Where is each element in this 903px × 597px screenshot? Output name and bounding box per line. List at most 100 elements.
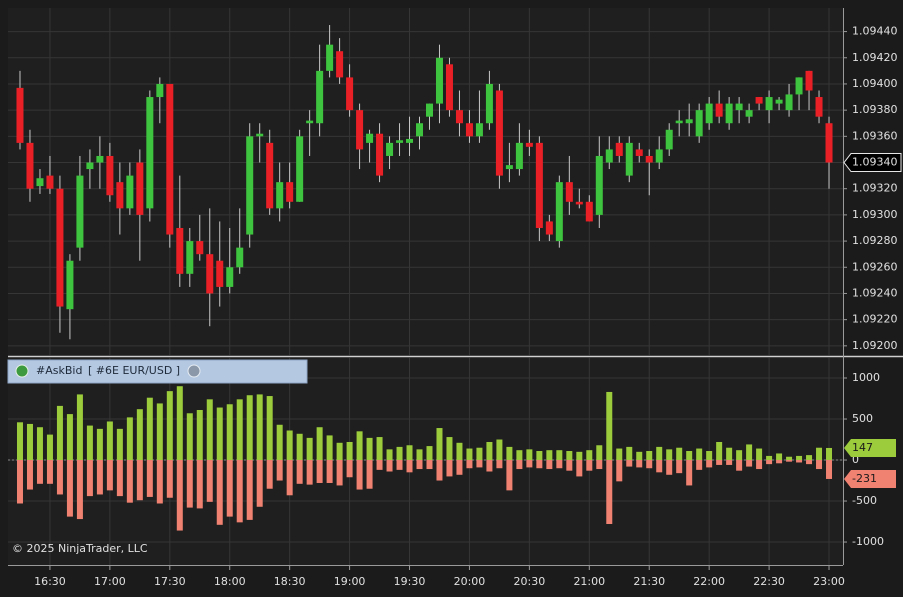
candle-body bbox=[76, 175, 84, 248]
histogram-bar bbox=[286, 430, 293, 461]
histogram-bar bbox=[216, 460, 223, 525]
histogram-bar bbox=[366, 460, 373, 489]
histogram-bar bbox=[406, 460, 413, 473]
histogram-bar bbox=[666, 460, 673, 475]
histogram-bar bbox=[566, 460, 573, 471]
x-tick-label: 23:00 bbox=[813, 575, 845, 588]
histogram-bar bbox=[576, 451, 583, 461]
candle-body bbox=[615, 142, 623, 156]
histogram-bar bbox=[676, 447, 683, 461]
histogram-bar bbox=[316, 427, 323, 461]
x-tick-label: 16:30 bbox=[34, 575, 66, 588]
histogram-bar bbox=[66, 414, 73, 461]
histogram-bar bbox=[156, 403, 163, 461]
histogram-bar bbox=[306, 460, 313, 485]
indicator-instrument: [ #6E EUR/USD ] bbox=[88, 364, 180, 377]
histogram-bar bbox=[246, 395, 253, 461]
histogram-bar bbox=[306, 437, 313, 461]
candle-body bbox=[406, 138, 414, 143]
candle-body bbox=[86, 162, 94, 170]
histogram-bar bbox=[486, 460, 493, 472]
histogram-bar bbox=[416, 460, 423, 470]
candle-body bbox=[635, 149, 643, 156]
candle-body bbox=[266, 142, 274, 209]
histogram-bar bbox=[166, 460, 173, 498]
y-tick-label: 1.09200 bbox=[852, 339, 898, 352]
candle-body bbox=[715, 103, 723, 117]
histogram-bar bbox=[676, 460, 683, 474]
candle-body bbox=[326, 44, 334, 71]
candle-body bbox=[416, 123, 424, 137]
x-tick-label: 17:00 bbox=[94, 575, 126, 588]
histogram-bar bbox=[726, 447, 733, 461]
y-tick-label: 0 bbox=[852, 453, 859, 466]
histogram-bar bbox=[36, 427, 43, 461]
histogram-bar bbox=[716, 460, 723, 465]
histogram-bar bbox=[576, 460, 583, 477]
histogram-bar bbox=[806, 455, 813, 461]
histogram-bar bbox=[196, 409, 203, 461]
histogram-bar bbox=[326, 460, 333, 483]
histogram-bar bbox=[186, 413, 193, 461]
y-tick-label: -500 bbox=[852, 494, 877, 507]
candle-body bbox=[685, 119, 693, 124]
histogram-bar bbox=[636, 451, 643, 461]
candle-body bbox=[435, 57, 443, 104]
candle-body bbox=[535, 142, 543, 228]
histogram-bar bbox=[626, 460, 633, 467]
histogram-bar bbox=[796, 460, 803, 463]
indicator-settings-icon[interactable] bbox=[187, 364, 201, 378]
histogram-bar bbox=[276, 460, 283, 481]
histogram-bar bbox=[176, 386, 183, 461]
histogram-bar bbox=[766, 455, 773, 461]
candle-body bbox=[495, 90, 503, 176]
histogram-bar bbox=[256, 394, 263, 461]
candle-body bbox=[595, 155, 603, 215]
histogram-bar bbox=[426, 446, 433, 461]
candle-body bbox=[695, 110, 703, 137]
histogram-bar bbox=[516, 460, 523, 470]
candle-body bbox=[645, 155, 653, 163]
histogram-bar bbox=[226, 460, 233, 517]
histogram-bar bbox=[406, 445, 413, 461]
y-tick-label: -1000 bbox=[852, 535, 884, 548]
histogram-bar bbox=[196, 460, 203, 509]
histogram-bar bbox=[526, 449, 533, 461]
y-tick-label: 1.09320 bbox=[852, 182, 898, 195]
indicator-label-box bbox=[7, 359, 308, 384]
histogram-bar bbox=[736, 460, 743, 471]
x-tick-label: 17:30 bbox=[154, 575, 186, 588]
histogram-bar bbox=[96, 460, 103, 495]
histogram-bar bbox=[606, 391, 613, 461]
candle-body bbox=[56, 188, 64, 307]
histogram-bar bbox=[786, 456, 793, 461]
histogram-bar bbox=[716, 441, 723, 461]
candle-body bbox=[136, 162, 144, 215]
histogram-bar bbox=[216, 407, 223, 461]
histogram-bar bbox=[296, 433, 303, 461]
candle-body bbox=[755, 97, 763, 104]
histogram-bar bbox=[446, 460, 453, 477]
mark-layer bbox=[8, 25, 843, 531]
histogram-bar bbox=[396, 446, 403, 461]
x-tick-label: 19:30 bbox=[394, 575, 426, 588]
histogram-bar bbox=[766, 460, 773, 465]
histogram-bar bbox=[606, 460, 613, 524]
histogram-bar bbox=[146, 397, 153, 461]
histogram-bar bbox=[276, 424, 283, 461]
histogram-bar bbox=[536, 460, 543, 469]
candle-body bbox=[455, 110, 463, 124]
candle-body bbox=[156, 83, 164, 98]
y-tick-label: 1.09260 bbox=[852, 260, 898, 273]
candle-body bbox=[655, 149, 663, 163]
histogram-bar bbox=[686, 451, 693, 461]
histogram-bar bbox=[696, 460, 703, 470]
histogram-bar bbox=[16, 460, 23, 504]
histogram-bar bbox=[16, 422, 23, 461]
histogram-bar bbox=[786, 460, 793, 462]
x-tick-label: 22:00 bbox=[693, 575, 725, 588]
indicator-visible-icon[interactable] bbox=[15, 364, 29, 378]
candle-body bbox=[745, 110, 753, 117]
candle-body bbox=[66, 260, 74, 310]
candle-body bbox=[815, 97, 823, 117]
